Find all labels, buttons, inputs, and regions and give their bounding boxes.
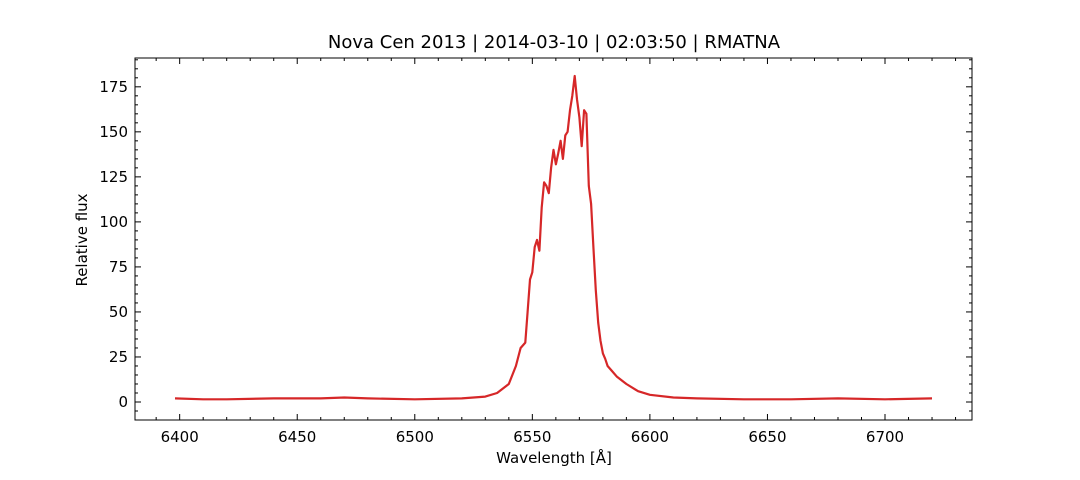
y-axis-label: Relative flux — [73, 193, 91, 286]
x-tick-label: 6650 — [748, 428, 786, 446]
plot-area — [134, 57, 973, 421]
y-tick-label: 25 — [109, 348, 128, 366]
x-tick-label: 6450 — [278, 428, 316, 446]
x-tick-label: 6400 — [161, 428, 199, 446]
chart-title: Nova Cen 2013 | 2014-03-10 | 02:03:50 | … — [328, 32, 781, 53]
y-tick-label: 100 — [99, 213, 128, 231]
y-tick-label: 0 — [118, 393, 128, 411]
y-tick-label: 125 — [99, 168, 128, 186]
y-tick-label: 150 — [99, 123, 128, 141]
y-tick-label: 75 — [109, 258, 128, 276]
y-tick-label: 50 — [109, 303, 128, 321]
x-axis-label: Wavelength [Å] — [496, 448, 612, 467]
plot-frame — [134, 57, 973, 421]
x-tick-label: 6600 — [631, 428, 669, 446]
x-tick-label: 6550 — [513, 428, 551, 446]
x-tick-label: 6500 — [396, 428, 434, 446]
x-axis: 6400 6450 6500 6550 6600 6650 6700 — [155, 58, 957, 446]
x-tick-label: 6700 — [866, 428, 904, 446]
y-axis: 0 25 50 75 100 125 150 175 — [99, 59, 972, 421]
y-tick-label: 175 — [99, 78, 128, 96]
series-line-0 — [174, 74, 933, 401]
